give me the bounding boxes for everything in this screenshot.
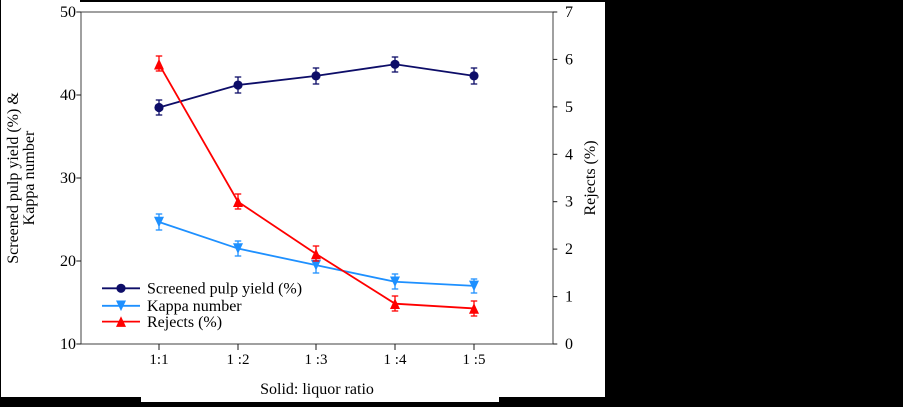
svg-text:1 :4: 1 :4 bbox=[384, 352, 407, 368]
svg-text:Rejects (%): Rejects (%) bbox=[147, 314, 222, 331]
svg-text:1: 1 bbox=[565, 289, 573, 306]
svg-text:2: 2 bbox=[565, 241, 573, 258]
svg-text:40: 40 bbox=[60, 87, 76, 104]
svg-text:Kappa number: Kappa number bbox=[21, 130, 38, 225]
svg-text:Rejects (%): Rejects (%) bbox=[582, 140, 599, 215]
svg-text:1 :5: 1 :5 bbox=[463, 352, 486, 368]
svg-text:Solid: liquor ratio: Solid: liquor ratio bbox=[260, 381, 374, 398]
svg-text:Kappa number: Kappa number bbox=[147, 298, 242, 315]
svg-text:Screened pulp yield (%) &: Screened pulp yield (%) & bbox=[5, 92, 22, 264]
svg-text:1 :3: 1 :3 bbox=[305, 352, 328, 368]
svg-text:5: 5 bbox=[565, 99, 573, 116]
svg-text:1:1: 1:1 bbox=[149, 352, 168, 368]
svg-text:Screened pulp yield (%): Screened pulp yield (%) bbox=[147, 281, 302, 298]
svg-text:20: 20 bbox=[60, 253, 76, 270]
svg-text:4: 4 bbox=[565, 146, 573, 163]
svg-text:6: 6 bbox=[565, 51, 573, 68]
svg-text:50: 50 bbox=[60, 4, 76, 21]
svg-text:7: 7 bbox=[565, 4, 573, 21]
svg-text:30: 30 bbox=[60, 170, 76, 187]
svg-text:1 :2: 1 :2 bbox=[227, 352, 250, 368]
svg-text:0: 0 bbox=[565, 336, 573, 353]
svg-text:10: 10 bbox=[60, 336, 76, 353]
svg-text:3: 3 bbox=[565, 194, 573, 211]
